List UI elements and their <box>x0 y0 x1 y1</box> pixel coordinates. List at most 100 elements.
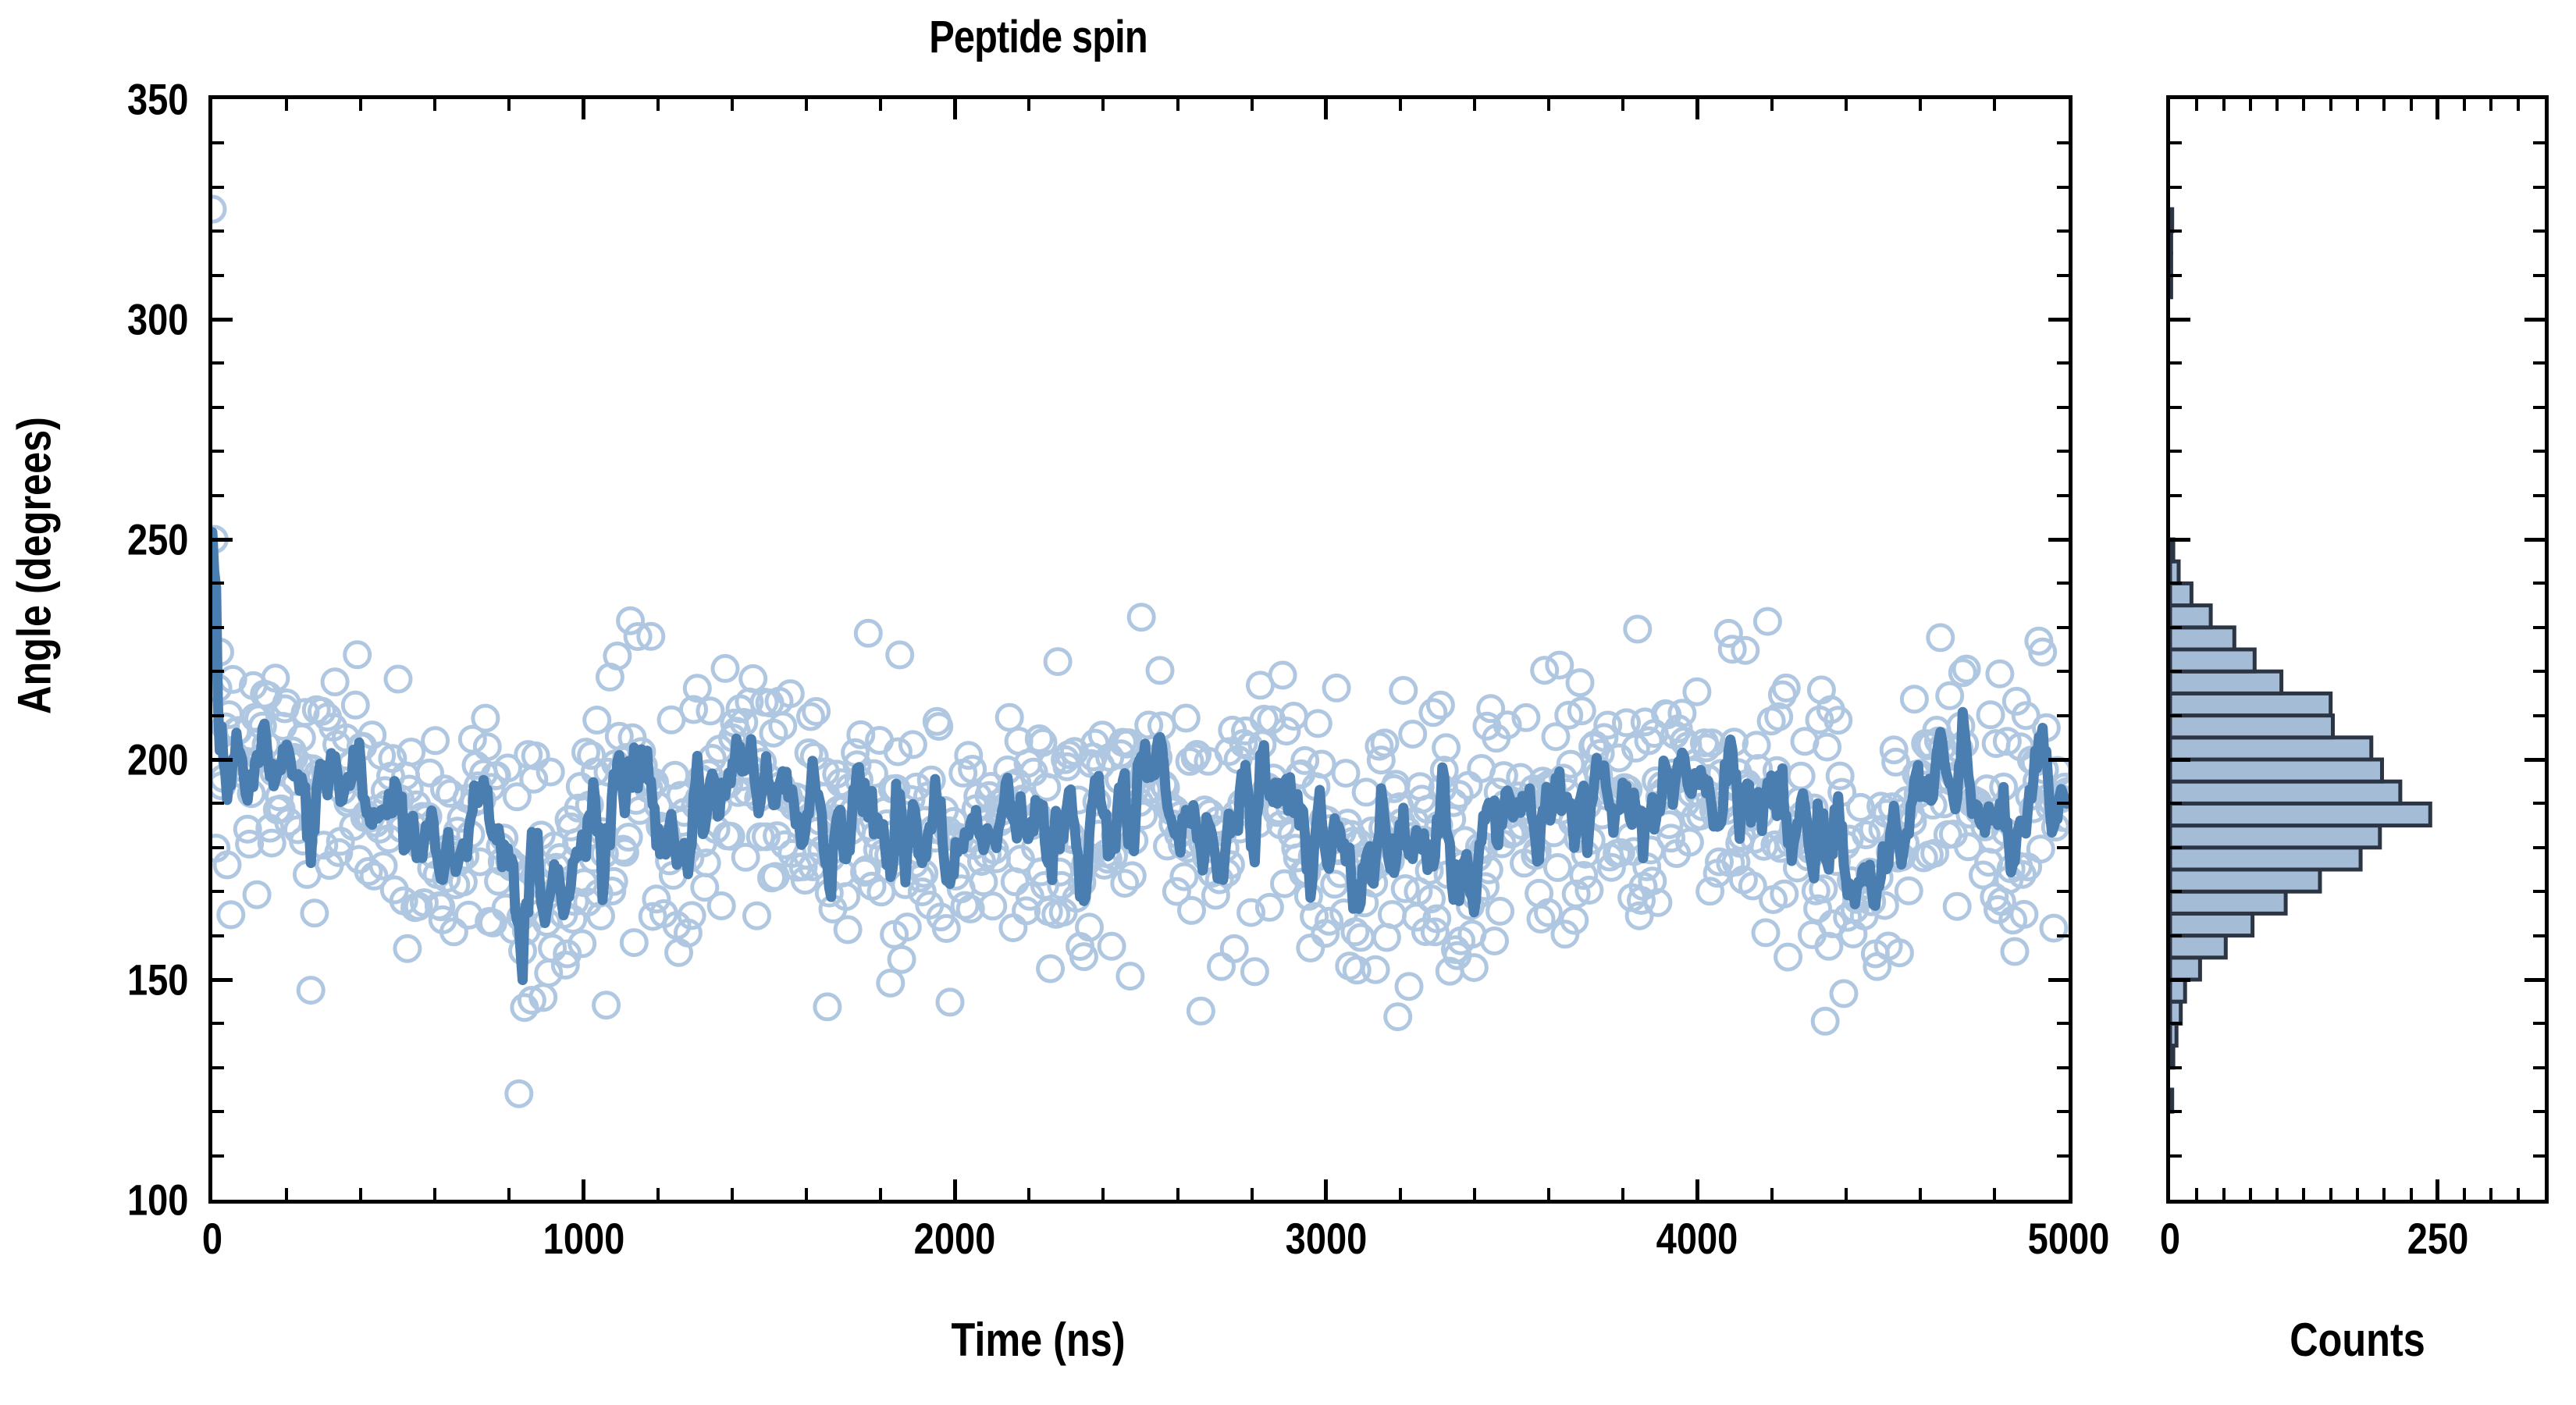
axis-tick <box>212 670 224 674</box>
axis-tick <box>2170 582 2182 585</box>
y-tick-label: 250 <box>126 514 188 564</box>
axis-tick <box>952 1179 957 1200</box>
axis-tick <box>2195 99 2199 111</box>
axis-tick <box>1992 1188 1996 1200</box>
histogram-bar <box>2170 955 2202 982</box>
axis-tick <box>2048 757 2069 762</box>
histogram-bar <box>2170 603 2213 630</box>
axis-tick <box>2533 185 2545 189</box>
axis-tick <box>2170 317 2190 322</box>
axis-tick <box>2170 757 2190 762</box>
axis-tick <box>656 99 660 111</box>
axis-tick <box>1398 99 1402 111</box>
axis-tick <box>212 185 224 189</box>
axis-tick <box>212 890 224 894</box>
axis-tick <box>2057 141 2069 145</box>
axis-tick <box>285 1188 289 1200</box>
axis-tick <box>2533 1022 2545 1026</box>
axis-tick <box>582 1179 586 1200</box>
axis-tick <box>2329 1188 2332 1200</box>
axis-tick <box>1770 1188 1774 1200</box>
axis-tick <box>2170 670 2182 674</box>
axis-tick <box>1621 99 1625 111</box>
axis-tick <box>1621 1188 1625 1200</box>
axis-tick <box>212 537 233 542</box>
axis-tick <box>2170 141 2182 145</box>
axis-tick <box>212 361 224 365</box>
axis-tick <box>2057 802 2069 806</box>
axis-tick <box>2463 99 2467 111</box>
axis-tick <box>2170 1110 2182 1114</box>
axis-tick <box>2057 273 2069 277</box>
axis-tick <box>2170 493 2182 497</box>
axis-tick <box>2222 1188 2226 1200</box>
axis-tick <box>2248 99 2252 111</box>
axis-tick <box>1176 99 1179 111</box>
axis-tick <box>2435 1179 2440 1200</box>
axis-tick <box>1324 1179 1329 1200</box>
axis-tick <box>212 493 224 497</box>
x-tick-label: 4000 <box>1656 1214 1738 1263</box>
axis-tick <box>2057 1154 2069 1158</box>
histogram-bar <box>2170 207 2175 233</box>
axis-tick <box>2057 1065 2069 1069</box>
main-plot-area <box>212 99 2069 1200</box>
axis-tick <box>1844 1188 1848 1200</box>
axis-tick <box>2170 625 2182 629</box>
axis-tick <box>1473 1188 1477 1200</box>
axis-tick <box>2170 185 2182 189</box>
axis-tick <box>2524 317 2545 322</box>
axis-tick <box>1695 99 1699 119</box>
axis-tick <box>2533 890 2545 894</box>
axis-tick <box>2533 273 2545 277</box>
histogram-x-tick-label: 250 <box>2407 1214 2469 1263</box>
axis-tick <box>1992 99 1996 111</box>
y-axis-title: Angle (degrees) <box>8 417 61 714</box>
axis-tick <box>212 317 233 322</box>
histogram-bar <box>2170 559 2181 585</box>
axis-tick <box>212 273 224 277</box>
x-axis-title: Time (ns) <box>951 1314 1126 1366</box>
axis-tick <box>2170 1022 2182 1026</box>
axis-tick <box>1770 99 1774 111</box>
axis-tick <box>1918 1188 1922 1200</box>
histogram-bar <box>2170 845 2363 872</box>
axis-tick <box>2048 317 2069 322</box>
axis-tick <box>2057 625 2069 629</box>
histogram-bar <box>2170 1021 2179 1048</box>
axis-tick <box>1473 99 1477 111</box>
axis-tick <box>2533 1154 2545 1158</box>
histogram-bar <box>2170 999 2183 1026</box>
axis-tick <box>2533 141 2545 145</box>
histogram-bar <box>2170 625 2236 652</box>
timeseries-svg <box>212 194 2069 1108</box>
axis-tick <box>1547 99 1551 111</box>
axis-tick <box>2057 229 2069 233</box>
axis-tick <box>2524 537 2545 542</box>
axis-tick <box>433 1188 437 1200</box>
axis-tick <box>2048 977 2069 982</box>
chart-title: Peptide spin <box>929 12 1147 62</box>
axis-tick <box>2533 845 2545 849</box>
axis-tick <box>2170 977 2190 982</box>
axis-tick <box>1250 99 1254 111</box>
histogram-plot-area <box>2170 99 2545 1200</box>
axis-tick <box>433 99 437 111</box>
axis-tick <box>1324 99 1329 119</box>
axis-tick <box>656 1188 660 1200</box>
axis-tick <box>1027 99 1031 111</box>
axis-tick <box>2533 670 2545 674</box>
axis-tick <box>285 99 289 111</box>
axis-tick <box>2409 99 2413 111</box>
axis-tick <box>2524 977 2545 982</box>
axis-tick <box>2533 713 2545 717</box>
axis-tick <box>212 845 224 849</box>
axis-tick <box>2533 450 2545 454</box>
axis-tick <box>879 99 883 111</box>
axis-tick <box>212 802 224 806</box>
axis-tick <box>1101 1188 1105 1200</box>
histogram-bar <box>2170 977 2187 1004</box>
axis-tick <box>2170 537 2190 542</box>
axis-tick <box>507 99 511 111</box>
